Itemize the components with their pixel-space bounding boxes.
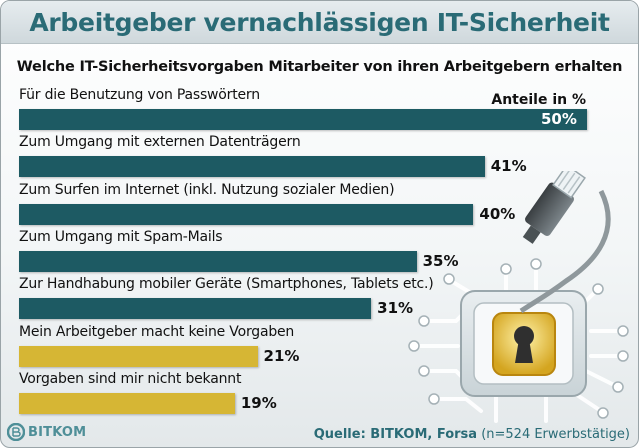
bar-value-label: 31% (377, 299, 414, 318)
bar-value-label: 19% (240, 393, 277, 412)
bar (19, 250, 417, 272)
bar-value-label: 21% (263, 346, 300, 365)
bar (19, 156, 485, 178)
title-bar: Arbeitgeber vernachlässigen IT-Sicherhei… (1, 1, 638, 44)
chart-title: Arbeitgeber vernachlässigen IT-Sicherhei… (29, 7, 610, 37)
bar (19, 298, 372, 320)
unit-label: Anteile in % (491, 92, 586, 108)
bar-label: Zum Surfen im Internet (inkl. Nutzung so… (19, 181, 395, 198)
bar-label: Zum Umgang mit Spam-Mails (19, 228, 223, 245)
source-name: BITKOM, Forsa (370, 427, 478, 442)
source-note: Quelle: BITKOM, Forsa (n=524 Erwerbstäti… (314, 427, 630, 442)
bar-label: Zum Umgang mit externen Datenträgern (19, 134, 301, 151)
source-prefix: Quelle: (313, 427, 371, 442)
bar (19, 203, 474, 225)
chart-subtitle: Welche IT-Sicherheitsvorgaben Mitarbeite… (16, 59, 623, 75)
bar-label: Zur Handhabung mobiler Geräte (Smartphon… (19, 276, 434, 293)
bar-value-label: 50% (541, 110, 577, 128)
bar (19, 345, 258, 367)
bar-value-label: 40% (479, 204, 516, 223)
bar (19, 109, 587, 130)
bar-label: Mein Arbeitgeber macht keine Vorgaben (19, 323, 295, 340)
bar-label: Für die Benutzung von Passwörtern (19, 87, 260, 103)
source-sample: (n=524 Erwerbstätige) (477, 427, 630, 442)
bitkom-logo: BITKOM (7, 423, 86, 441)
bar-value-label: 35% (422, 251, 459, 270)
bar-value-label: 41% (490, 157, 527, 176)
bar (19, 392, 235, 414)
bar-label: Vorgaben sind mir nicht bekannt (19, 370, 242, 387)
logo-text: BITKOM (28, 424, 87, 440)
bitkom-logo-icon (7, 423, 25, 441)
security-illustration-icon (408, 171, 629, 423)
